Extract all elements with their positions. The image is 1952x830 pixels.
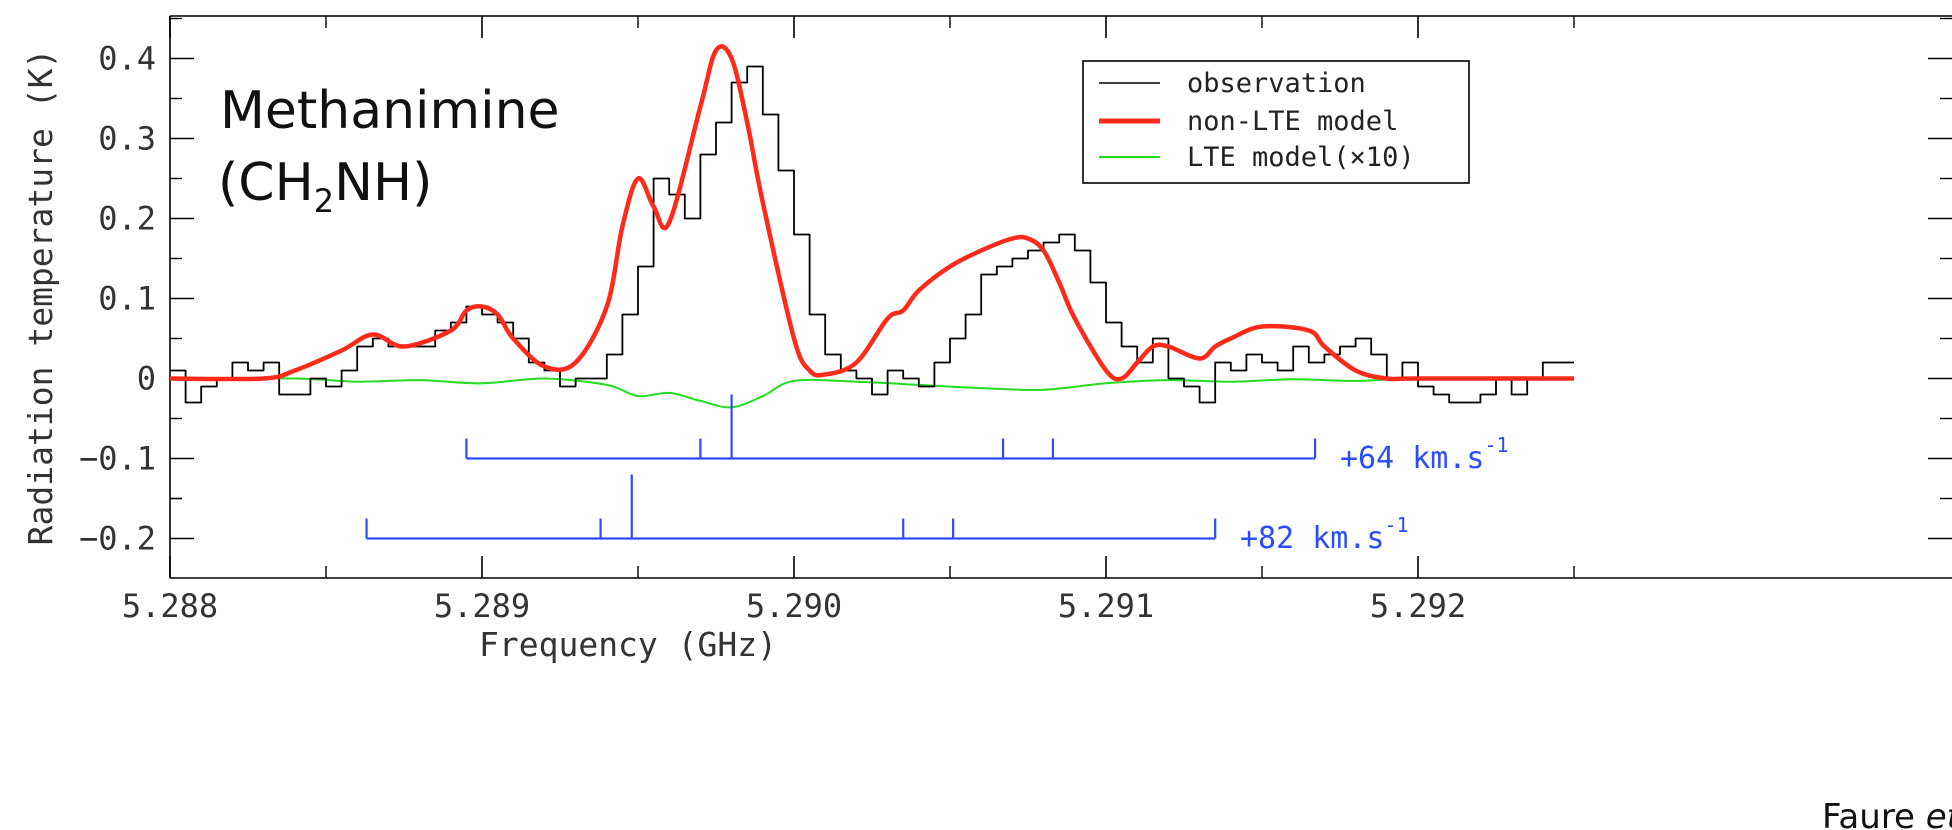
- x-tick-label-3: 5.291: [1058, 587, 1154, 625]
- credit-author: Faure: [1822, 797, 1926, 830]
- credit-etal: et al: [1926, 797, 1952, 830]
- y-tick-label-2: 0: [137, 360, 156, 398]
- x-tick-label-4: 5.292: [1370, 587, 1466, 625]
- y-tick-label-1: −0.1: [79, 440, 156, 478]
- plot-frame: [169, 15, 1952, 579]
- x-axis-label: Frequency (GHz): [479, 625, 777, 664]
- y-tick-label-5: 0.3: [98, 120, 156, 158]
- series-layer: [170, 44, 1575, 409]
- line-markers: [365, 394, 1317, 540]
- molecule-formula: (CH2NH): [218, 153, 432, 220]
- y-tick-label-6: 0.4: [98, 40, 156, 78]
- x-tick-label-0: 5.288: [122, 587, 218, 625]
- velocity-label-64: +64 km.s-1: [1340, 433, 1509, 476]
- legend: observation non-LTE model LTE model(×10): [1082, 60, 1470, 184]
- y-tick-label-3: 0.1: [98, 280, 156, 318]
- molecule-name: Methanimine: [220, 81, 560, 141]
- velocity-label-82-text: +82 km.s: [1240, 521, 1385, 556]
- legend-label-lte: LTE model(×10): [1187, 142, 1415, 173]
- axis-ticks: [169, 16, 1952, 578]
- credit-text: Faure et al: [1822, 797, 1952, 830]
- velocity-label-64-sup: -1: [1485, 433, 1509, 457]
- formula-prefix: (CH: [218, 153, 314, 213]
- y-tick-label-4: 0.2: [98, 200, 156, 238]
- x-tick-label-1: 5.289: [434, 587, 530, 625]
- series-lte-model-10: [170, 377, 1575, 409]
- tick-labels: 5.288 5.289 5.290 5.291 5.292 −0.2 −0.1 0 0.1 0.2…: [79, 40, 1466, 626]
- series-observation: [170, 65, 1574, 404]
- velocity-label-82: +82 km.s-1: [1240, 513, 1409, 556]
- y-tick-label-0: −0.2: [79, 520, 156, 558]
- formula-suffix: NH): [334, 153, 432, 213]
- legend-label-non-lte: non-LTE model: [1187, 106, 1398, 137]
- y-axis-label: Radiation temperature (K): [21, 49, 60, 546]
- legend-label-observation: observation: [1187, 68, 1366, 99]
- velocity-label-82-sup: -1: [1385, 513, 1409, 537]
- x-tick-label-2: 5.290: [746, 587, 842, 625]
- velocity-label-64-text: +64 km.s: [1340, 441, 1485, 476]
- series-non-lte-model: [170, 44, 1574, 382]
- formula-subscript: 2: [314, 182, 334, 220]
